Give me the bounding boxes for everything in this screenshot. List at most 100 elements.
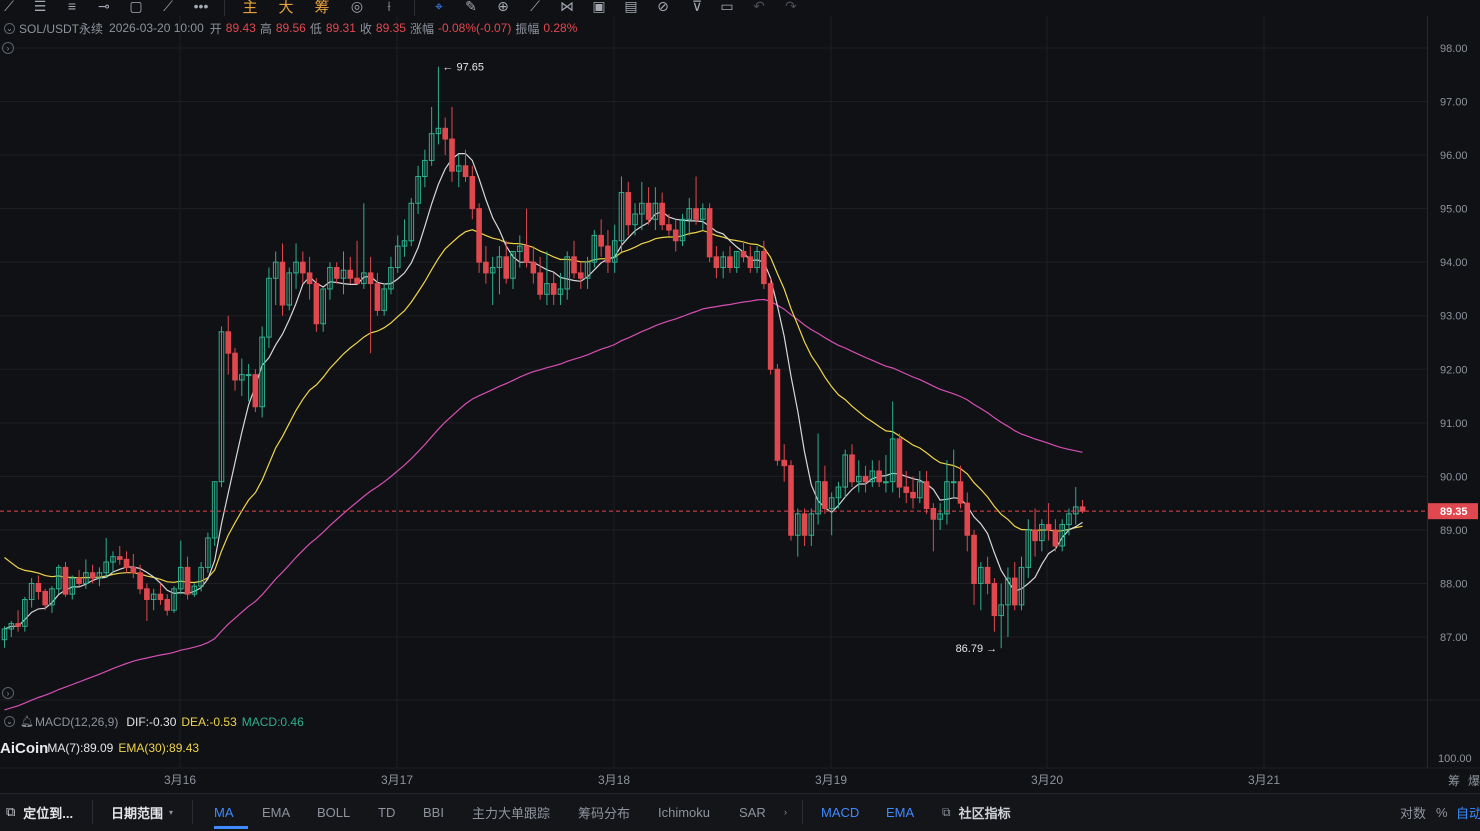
price-tick-label: 96.00 [1440,150,1468,162]
log-scale-toggle[interactable]: 对数 [1400,805,1427,821]
candle-body [62,566,69,595]
candle-body [706,208,713,258]
undo-icon[interactable]: ↶ [753,0,765,14]
link-icon[interactable]: ⊘ [657,0,669,14]
candle-body [1079,506,1086,512]
candlestick-chart[interactable]: 98.00 97.00 96.00 95.00 94.00 93.00 92.00 91.00… [0,16,1480,791]
candle-body [611,240,618,263]
external-link-icon: ⧉ [942,804,951,819]
candle-body [781,459,788,467]
locate-button[interactable]: ⧉ 定位到... [6,803,73,821]
trend-line-icon[interactable]: ⟋ [4,0,14,14]
time-tick-label: 3月18 [598,773,630,787]
candle-body [123,558,130,568]
time-tick-label: 3月16 [164,773,196,787]
candle-body [313,283,320,325]
indicator-bbi[interactable]: BBI [423,804,444,820]
candle-body [435,127,442,135]
collapse-icon[interactable]: ⌄ [4,22,15,34]
lock-icon[interactable]: ▣ [592,0,606,14]
candle-body [1032,529,1038,542]
indicator-td[interactable]: TD [378,804,396,820]
template-icon[interactable]: ⋈ [560,0,574,14]
candle-body [530,261,537,274]
filter-icon[interactable]: ⊽ [691,0,703,14]
candle-body [422,159,428,178]
select-icon[interactable]: ⌖ [435,0,443,14]
measure-icon[interactable]: ⟊ [387,0,391,14]
candle-body [761,250,767,285]
candle-body [503,256,510,279]
macd-hist-value: 0.46 [280,714,304,729]
big-order-toggle[interactable]: 大 [278,0,294,16]
rectangle-icon[interactable]: ▢ [129,0,143,14]
indicator-chip[interactable]: 筹码分布 [578,805,631,821]
candle-body [205,537,211,568]
low-label: 低 [309,21,322,36]
indicator-big-order[interactable]: 主力大单跟踪 [472,805,551,821]
candle-body [510,250,516,279]
indicator-ma[interactable]: MA [214,804,234,820]
bell-icon[interactable]: 🔔︎ [20,716,34,728]
candle-body [720,256,726,269]
expand-indicators-icon[interactable]: › [2,42,14,54]
candle-body [157,593,164,601]
zoom-icon[interactable]: ⊕ [497,0,509,14]
expand-panel-icon[interactable]: › [2,687,14,699]
community-indicators-button[interactable]: ⧉ 社区指标 [942,803,1011,821]
sub-indicator-ema[interactable]: EMA [886,804,915,820]
date-range-button[interactable]: 日期范围 ▾ [111,803,173,821]
candle-body [910,491,916,499]
divider [92,800,93,824]
indicator-ichimoku[interactable]: Ichimoku [658,804,711,820]
magnet-icon[interactable]: ◎ [350,0,364,14]
indicator-ema[interactable]: EMA [262,804,291,820]
current-price-label: 89.35 [1440,506,1468,518]
candle-body [1039,524,1045,542]
chip-toggle[interactable]: 筹 [314,0,330,16]
price-tick-label: 90.00 [1440,471,1468,483]
main-chart-toggle[interactable]: 主 [242,0,258,16]
candle-body [740,250,747,258]
candle-body [788,465,794,536]
candle-body [279,261,286,306]
candle-body [286,272,293,306]
candle-body [971,534,977,584]
percent-scale-toggle[interactable]: % [1436,804,1448,820]
candle-body [672,229,679,242]
candle-body [408,202,415,242]
ruler-icon[interactable]: ✎ [465,0,477,14]
candle-body [476,208,482,263]
candle-body [449,138,455,172]
indicator-boll[interactable]: BOLL [317,804,351,820]
more-tools-icon[interactable]: ••• [193,0,209,14]
horizontal-ray-icon[interactable]: ⊸ [98,0,110,14]
delete-icon[interactable]: ▭ [720,0,734,14]
candles [1,66,1086,649]
horizontal-lines-icon[interactable]: ☰ [33,0,47,14]
candle-body [903,486,910,493]
brush-icon[interactable]: ⟋ [163,0,173,14]
candle-body [835,486,842,499]
auto-scale-toggle[interactable]: 自动 [1456,805,1480,821]
chart-area[interactable]: 98.00 97.00 96.00 95.00 94.00 93.00 92.00 91.00… [0,16,1480,791]
pattern-icon[interactable]: ⟋ [530,0,540,14]
candle-body [374,283,381,311]
sub-indicator-macd[interactable]: MACD [821,804,860,820]
candle-body [367,272,374,285]
parallel-lines-icon[interactable]: ≡ [67,0,77,14]
candle-body [28,582,35,601]
indicator-sar[interactable]: SAR [739,804,766,820]
date-range-label: 日期范围 [111,805,164,821]
edit-icon[interactable]: ▤ [624,0,638,14]
more-indicators-icon[interactable]: › [784,807,787,817]
candle-body [116,556,123,560]
candle-body [428,133,435,161]
redo-icon[interactable]: ↷ [785,0,797,14]
candle-body [177,566,184,590]
collapse-macd-icon[interactable]: ⌄ [4,716,15,727]
bottom-toolbar: ⧉ 定位到... 日期范围 ▾ MA EMA BOLL TD BBI 主力大单跟… [0,793,1480,831]
candle-body [252,374,259,408]
candle-body [733,250,740,269]
ema-legend: AiCoin MA(7):89.09 EMA(30):89.43 [0,740,199,757]
